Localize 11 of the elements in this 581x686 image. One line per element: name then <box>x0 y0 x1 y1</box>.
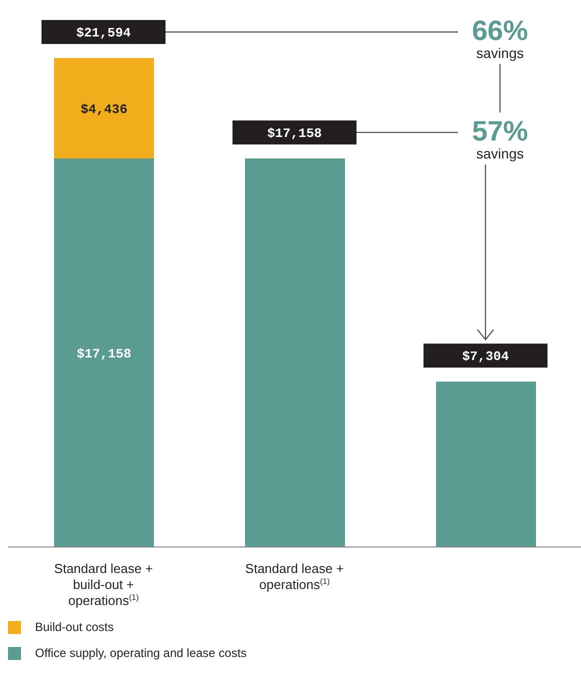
x-tick-label: Standard lease + build-out + operations$^{(1)}$ <box>54 561 153 608</box>
total-label: $17,158 <box>267 126 322 142</box>
legend-label: Office supply, operating and lease costs <box>35 646 247 660</box>
annotation: 66% savings <box>472 15 528 61</box>
annotation: 57% savings <box>472 115 528 162</box>
legend-label: Build-out costs <box>35 620 114 634</box>
data-label: $4,436 <box>80 102 128 117</box>
total-label: $7,304 <box>462 349 510 364</box>
total-label: $21,594 <box>76 26 132 41</box>
data-label: $17,158 <box>76 346 132 362</box>
x-tick-label: Standard lease + operations$^{(1)}$ <box>245 561 344 592</box>
